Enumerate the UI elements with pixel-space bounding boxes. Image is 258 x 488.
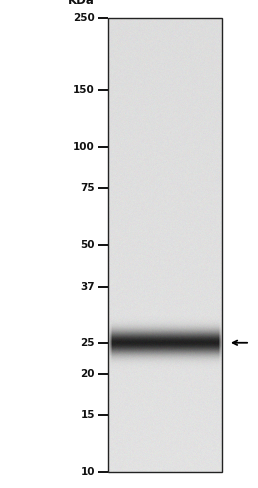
- Text: 50: 50: [80, 240, 95, 250]
- Text: 10: 10: [80, 467, 95, 477]
- Text: 20: 20: [80, 369, 95, 379]
- Text: 250: 250: [73, 13, 95, 23]
- Text: 100: 100: [73, 142, 95, 152]
- Text: 75: 75: [80, 183, 95, 193]
- Text: 37: 37: [80, 283, 95, 292]
- Text: KDa: KDa: [68, 0, 95, 6]
- Text: 15: 15: [80, 410, 95, 420]
- Bar: [108, 18, 222, 472]
- Text: 25: 25: [80, 338, 95, 348]
- Text: 150: 150: [73, 85, 95, 95]
